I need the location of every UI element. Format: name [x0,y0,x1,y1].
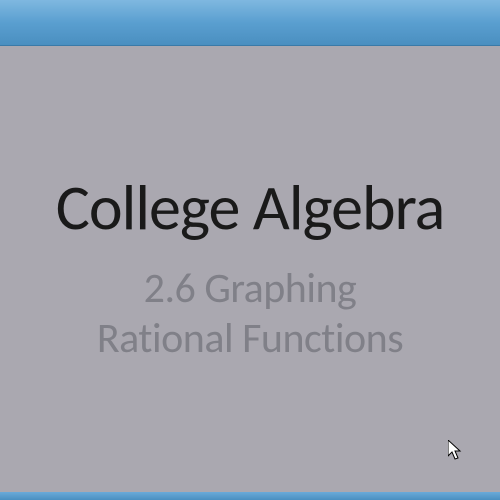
window-bottom-bar [0,492,500,500]
slide-subtitle: 2.6 Graphing Rational Functions [97,264,403,365]
subtitle-line-2: Rational Functions [97,314,403,364]
window-titlebar [0,0,500,46]
slide-content: College Algebra 2.6 Graphing Rational Fu… [0,46,500,492]
subtitle-line-1: 2.6 Graphing [97,264,403,314]
slide-title: College Algebra [56,173,444,243]
